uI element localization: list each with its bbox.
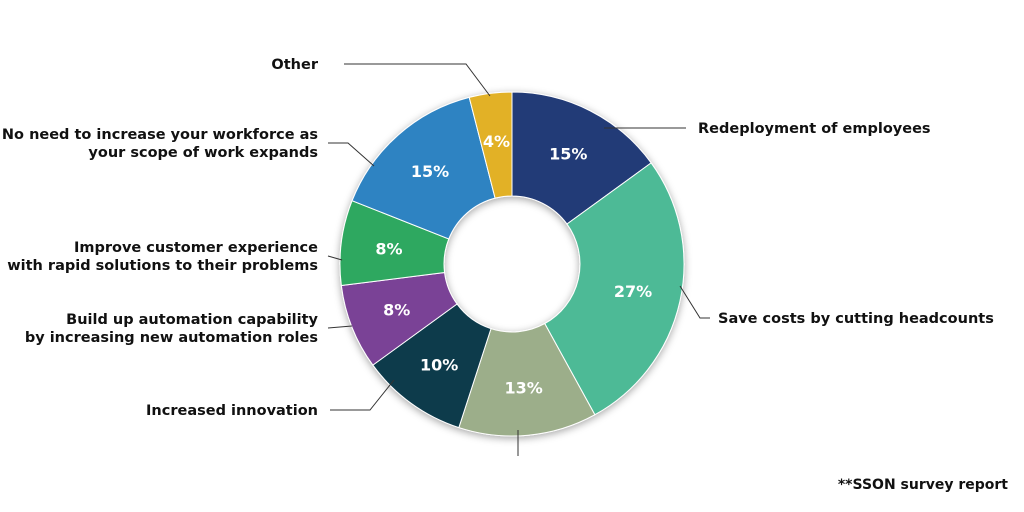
slice-label-0: Redeployment of employees xyxy=(698,121,931,137)
leader-line-5 xyxy=(327,255,343,261)
slice-percentage-2: 13% xyxy=(505,378,543,397)
source-note: **SSON survey report xyxy=(838,477,1008,493)
donut-slice-0 xyxy=(511,91,652,225)
slice-label-6: No need to increase your workforce as you… xyxy=(2,127,318,161)
leader-line-7 xyxy=(344,63,491,97)
slice-label-1: Save costs by cutting headcounts xyxy=(718,311,994,327)
leader-line-1 xyxy=(679,285,710,319)
slice-label-5: Improve customer experience with rapid so… xyxy=(7,240,318,274)
slice-percentage-3: 10% xyxy=(420,355,458,374)
slice-percentage-5: 8% xyxy=(375,239,402,258)
donut-slice-7 xyxy=(468,91,513,199)
slice-label-4: Build up automation capability by increas… xyxy=(25,312,319,346)
leader-lines xyxy=(327,63,710,456)
slice-percentage-7: 4% xyxy=(483,132,510,151)
donut-slices xyxy=(339,91,685,437)
donut-slice-1 xyxy=(544,162,685,416)
leader-line-6 xyxy=(328,142,375,167)
slice-label-3: Increased innovation xyxy=(146,403,318,419)
slice-label-7: Other xyxy=(271,57,318,73)
percentage-labels: 15% 27% 13% 10% 8% 8% 15% 4% xyxy=(375,132,652,397)
donut-slice-6 xyxy=(351,96,496,240)
slice-percentage-1: 27% xyxy=(614,282,652,301)
slice-percentage-4: 8% xyxy=(383,301,410,320)
category-labels: Redeployment of employees Save costs by c… xyxy=(2,57,994,419)
slice-percentage-0: 15% xyxy=(549,145,587,164)
leader-line-4 xyxy=(327,325,353,329)
leader-line-3 xyxy=(330,379,395,411)
slice-percentage-6: 15% xyxy=(411,162,449,181)
